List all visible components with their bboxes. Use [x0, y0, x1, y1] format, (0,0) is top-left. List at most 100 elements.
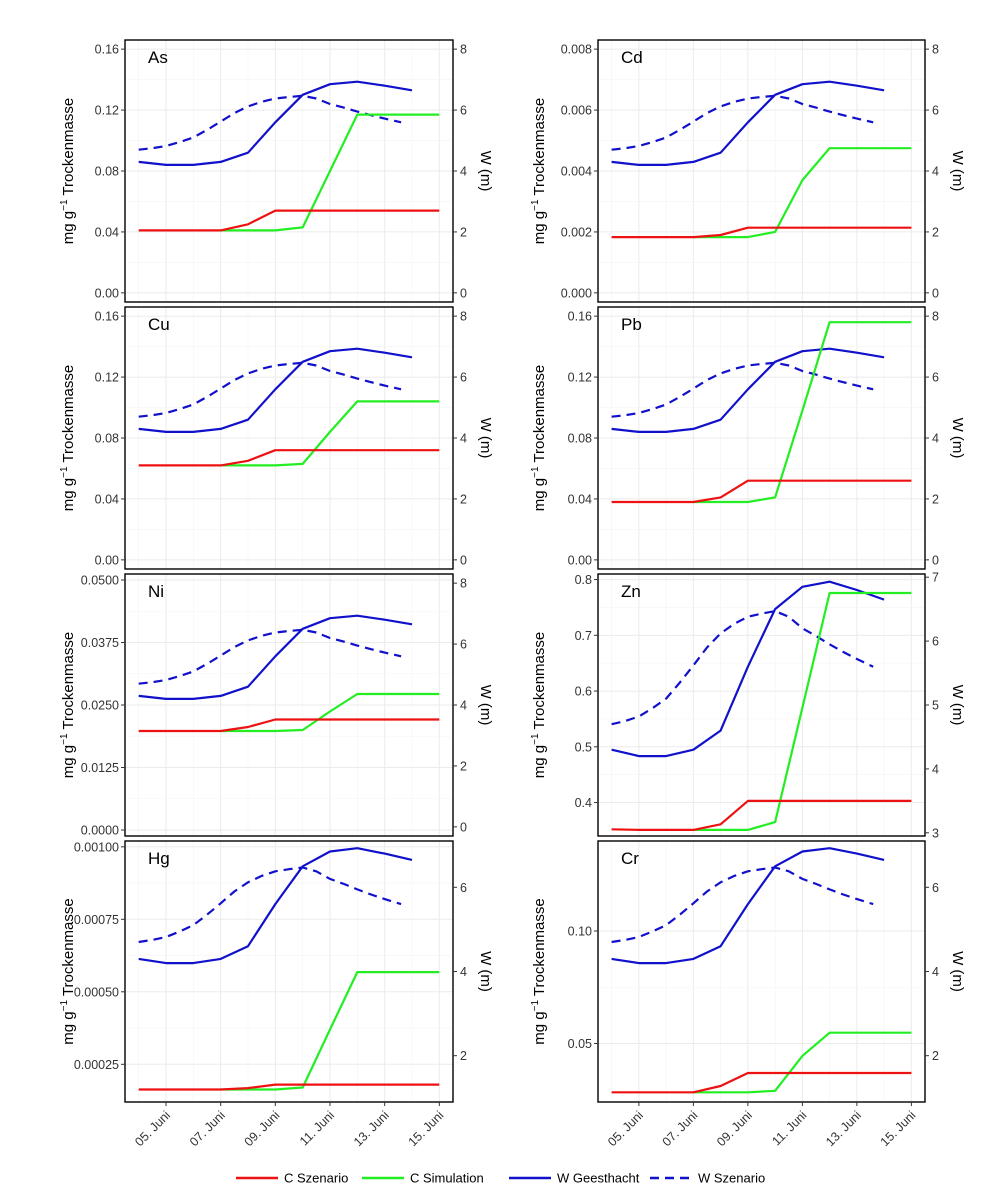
w-tick-label: 4 — [932, 165, 939, 179]
y-tick-label: 0.008 — [561, 43, 592, 57]
series-line-w-geesthacht — [611, 347, 885, 433]
y-tick-label: 0.00 — [95, 553, 119, 567]
y-tick-label: 0.00 — [568, 553, 592, 567]
y-tick-label: 0.05 — [568, 1037, 592, 1051]
w-tick-label: 8 — [460, 43, 467, 57]
legend-item-w-geesthacht: W Geesthacht — [509, 1171, 640, 1186]
panel-as: 0.00 0.04 0.08 0.12 0.16 0 2 4 6 8 As mg g−1 Trocke… — [59, 39, 494, 303]
axis-title-superscript: −1 — [59, 733, 70, 745]
axis-title-text: Trockenmasse — [531, 898, 548, 1000]
series-line-c-szenario — [138, 209, 440, 232]
w-tick-label: 3 — [932, 826, 939, 840]
w-tick-label: 6 — [460, 371, 467, 385]
axis-title-unit: mg g — [531, 745, 548, 778]
series-group — [611, 580, 912, 832]
series-line-c-simulation — [220, 692, 440, 733]
panel-element-label: Cu — [148, 315, 170, 334]
right-axis-title: W (m) — [949, 418, 966, 459]
y-tick-label: 0.12 — [568, 371, 592, 385]
panel-background — [598, 574, 925, 836]
right-axis-title: W (m) — [949, 951, 966, 992]
y-tick-label: 0.0000 — [81, 824, 119, 838]
panel-cr: 0.05 0.10 2 4 6 Cr mg g−1 Trockenmasse W (m) 05.… — [530, 840, 966, 1149]
series-line-w-geesthacht — [138, 847, 413, 965]
w-tick-label: 0 — [932, 553, 939, 567]
legend-label: W Geesthacht — [557, 1171, 640, 1186]
right-axis-title: W (m) — [949, 151, 966, 192]
y-tick-label: 0.08 — [95, 165, 119, 179]
series-line-w-geesthacht — [611, 80, 885, 166]
y-tick-label: 0.0250 — [81, 699, 119, 713]
legend-label: W Szenario — [698, 1171, 765, 1186]
axis-title-superscript: −1 — [59, 466, 70, 478]
axis-title-superscript: −1 — [530, 733, 541, 745]
w-tick-label: 2 — [460, 759, 467, 773]
w-tick-label: 6 — [932, 104, 939, 118]
w-tick-label: 4 — [932, 762, 939, 776]
y-tick-label: 0.16 — [95, 43, 119, 57]
series-line-c-szenario — [138, 1083, 440, 1091]
legend-item-c-simulation: C Simulation — [362, 1171, 484, 1186]
axis-title-superscript: −1 — [59, 1000, 70, 1012]
x-tick-label: 07. Juni — [187, 1108, 228, 1149]
w-tick-label: 2 — [460, 492, 467, 506]
x-tick-label: 11. Juni — [769, 1108, 809, 1148]
right-axis-title: W (m) — [477, 151, 494, 192]
w-tick-label: 0 — [460, 553, 467, 567]
series-line-c-simulation — [693, 321, 912, 504]
series-line-w-geesthacht — [138, 80, 413, 166]
x-tick-label: 09. Juni — [714, 1108, 755, 1149]
w-tick-label: 6 — [932, 881, 939, 895]
series-line-c-simulation — [220, 970, 440, 1091]
series-group — [138, 347, 440, 467]
y-tick-label: 0.04 — [95, 492, 119, 506]
panel-pb: 0.00 0.04 0.08 0.12 0.16 0 2 4 6 8 Pb mg g−1 Trocke… — [530, 306, 966, 570]
axis-title-text: Trockenmasse — [60, 98, 77, 200]
axis-title-text: Trockenmasse — [60, 365, 77, 467]
axis-title-unit: mg g — [60, 211, 77, 244]
series-group — [138, 80, 440, 232]
panel-element-label: Hg — [148, 849, 170, 868]
series-line-w-szenario — [138, 628, 402, 685]
w-tick-label: 8 — [932, 310, 939, 324]
axis-title-superscript: −1 — [59, 199, 70, 211]
w-tick-label: 4 — [932, 965, 939, 979]
axis-title-unit: mg g — [60, 745, 77, 778]
x-tick-label: 13. Juni — [823, 1108, 864, 1149]
y-tick-label: 0.8 — [575, 573, 592, 587]
right-axis-title: W (m) — [477, 685, 494, 726]
y-tick-label: 0.08 — [568, 432, 592, 446]
series-line-w-szenario — [611, 866, 874, 944]
y-tick-label: 0.006 — [561, 104, 592, 118]
series-line-c-szenario — [138, 718, 440, 733]
y-tick-label: 0.004 — [561, 165, 592, 179]
series-line-c-simulation — [220, 400, 440, 467]
y-tick-label: 0.12 — [95, 371, 119, 385]
panel-element-label: Cr — [621, 849, 639, 868]
panel-zn: 0.4 0.5 0.6 0.7 0.8 3 4 5 6 7 Zn mg g−1 Trockenmass… — [530, 571, 966, 841]
series-line-w-szenario — [138, 866, 402, 944]
series-line-w-geesthacht — [611, 580, 885, 758]
panel-element-label: Ni — [148, 582, 164, 601]
w-tick-label: 6 — [460, 638, 467, 652]
w-tick-label: 8 — [932, 43, 939, 57]
x-tick-label: 15. Juni — [406, 1108, 447, 1149]
w-tick-label: 4 — [460, 432, 467, 446]
left-axis-title: mg g−1 Trockenmasse — [530, 365, 548, 511]
x-tick-label: 15. Juni — [878, 1108, 919, 1149]
series-line-c-simulation — [693, 1031, 912, 1094]
y-tick-label: 0.04 — [95, 225, 119, 239]
series-line-w-szenario — [611, 94, 874, 151]
y-tick-label: 0.00 — [95, 286, 119, 300]
panel-element-label: Zn — [621, 582, 641, 601]
panel-element-label: Cd — [621, 48, 643, 67]
w-tick-label: 4 — [460, 965, 467, 979]
right-axis-title: W (m) — [477, 951, 494, 992]
w-tick-label: 5 — [932, 699, 939, 713]
x-tick-label: 11. Juni — [297, 1108, 337, 1148]
y-tick-label: 0.00050 — [74, 985, 119, 999]
y-tick-label: 0.0500 — [81, 574, 119, 588]
w-tick-label: 2 — [460, 225, 467, 239]
y-tick-label: 0.00075 — [74, 913, 119, 927]
